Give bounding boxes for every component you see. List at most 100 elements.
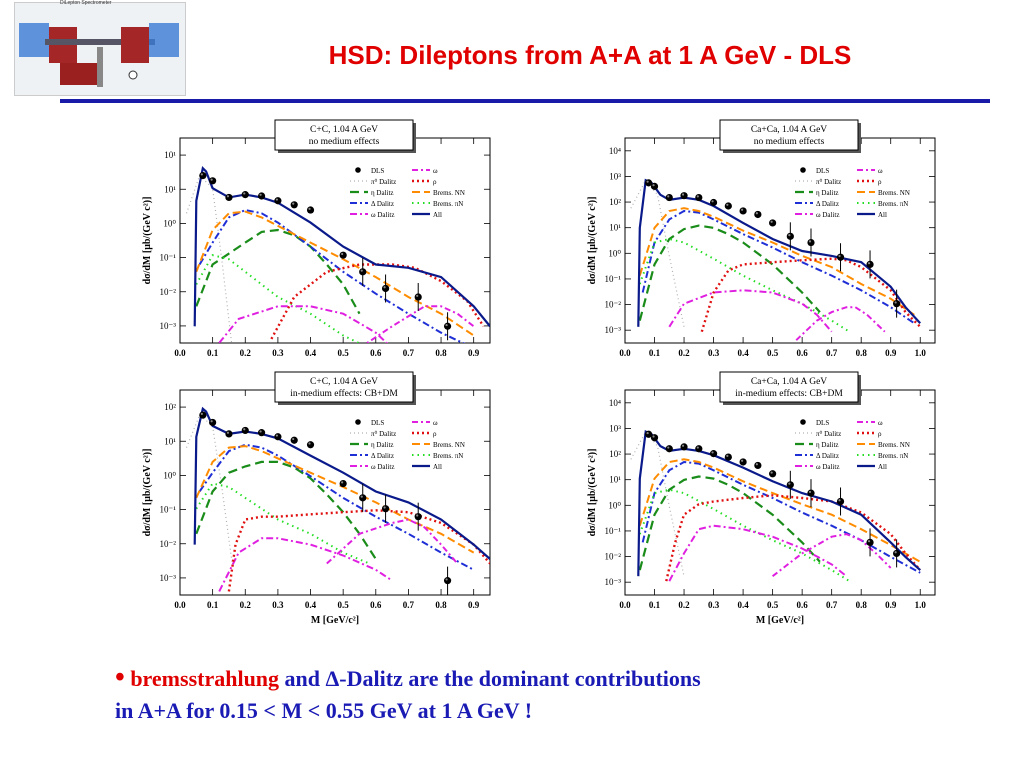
legend: DLS π⁰ Dalitz η Dalitz Δ Dalitz ω Dalitz ωρ Br… bbox=[350, 167, 465, 219]
dls-data-point bbox=[739, 207, 747, 215]
x-tick-label: 0.6 bbox=[370, 600, 382, 610]
x-tick-label: 0.5 bbox=[767, 600, 779, 610]
data-point-highlight bbox=[383, 506, 386, 509]
x-tick-label: 0.6 bbox=[797, 348, 809, 358]
dls-data-point bbox=[257, 429, 266, 437]
data-point-highlight bbox=[867, 262, 871, 265]
legend-label: ω Dalitz bbox=[371, 463, 394, 471]
data-point-highlight bbox=[259, 430, 262, 433]
data-point-highlight bbox=[292, 202, 295, 205]
logo-caption: DiLepton Spectrometer bbox=[60, 0, 112, 6]
y-tick-label: 10⁰ bbox=[608, 248, 621, 258]
dls-data-point bbox=[665, 193, 673, 202]
dls-data-point bbox=[381, 505, 390, 513]
y-tick-label: 10⁻³ bbox=[605, 325, 622, 335]
dls-data-point bbox=[306, 441, 315, 449]
y-tick-label: 10¹ bbox=[609, 223, 621, 233]
x-axis-label: M [GeV/c²] bbox=[756, 615, 804, 626]
legend: DLS π⁰ Dalitz η Dalitz Δ Dalitz ω Dalitz ωρ Br… bbox=[795, 167, 910, 219]
legend-label: ρ bbox=[433, 430, 437, 438]
y-tick-label: 10⁻¹ bbox=[160, 505, 177, 515]
legend-label: η Dalitz bbox=[816, 441, 839, 449]
legend-label: Brems. NN bbox=[433, 189, 465, 197]
dls-data-point bbox=[709, 198, 718, 207]
legend-label: DLS bbox=[816, 419, 829, 427]
data-point-highlight bbox=[226, 195, 230, 198]
y-axis-label: dσ/dM [μb/(GeV c²)] bbox=[587, 449, 598, 537]
data-point-highlight bbox=[292, 437, 295, 441]
series-line-bremsNN bbox=[638, 207, 915, 316]
title-box bbox=[274, 119, 414, 151]
legend-label: ρ bbox=[433, 178, 437, 186]
data-point-highlight bbox=[360, 269, 363, 272]
y-tick-label: 10⁰ bbox=[608, 500, 621, 510]
y-tick-label: 10² bbox=[164, 402, 176, 412]
data-point-highlight bbox=[894, 301, 897, 304]
data-point-highlight bbox=[445, 578, 448, 581]
data-point-highlight bbox=[226, 431, 230, 434]
x-tick-label: 0.3 bbox=[708, 348, 720, 358]
dls-data-point bbox=[695, 445, 703, 453]
data-point-highlight bbox=[726, 203, 729, 206]
legend-label: ω Dalitz bbox=[816, 463, 839, 471]
data-point-highlight bbox=[696, 195, 699, 198]
y-tick-label: 10¹ bbox=[609, 475, 621, 485]
dls-data-point bbox=[443, 322, 452, 330]
data-point-highlight bbox=[341, 252, 344, 256]
data-point-highlight bbox=[808, 490, 812, 494]
dls-data-point bbox=[225, 430, 233, 438]
x-tick-label: 0.7 bbox=[403, 348, 415, 358]
legend-label: DLS bbox=[371, 167, 384, 175]
y-tick-label: 10⁻¹ bbox=[160, 253, 177, 263]
series-line-eta bbox=[638, 475, 821, 571]
data-point-highlight bbox=[838, 254, 841, 258]
dls-data-point bbox=[836, 253, 845, 261]
x-tick-label: 0.6 bbox=[370, 348, 382, 358]
conclusion-text: • bremsstrahlung and Δ-Dalitz are the do… bbox=[115, 662, 935, 727]
dls-data-point bbox=[866, 538, 874, 546]
spectrometer-drawing bbox=[15, 3, 185, 95]
dls-data-point bbox=[786, 481, 794, 489]
data-point-highlight bbox=[646, 180, 649, 183]
dls-data-point bbox=[724, 453, 732, 461]
data-point-highlight bbox=[383, 286, 386, 289]
dls-data-point bbox=[695, 193, 703, 202]
legend: DLS π⁰ Dalitz η Dalitz Δ Dalitz ω Dalitz ωρ Br… bbox=[795, 419, 910, 471]
x-tick-label: 0.2 bbox=[240, 348, 252, 358]
dls-data-point bbox=[680, 443, 688, 451]
series-group bbox=[630, 429, 922, 582]
y-tick-label: 10³ bbox=[609, 423, 621, 433]
y-tick-label: 10⁴ bbox=[609, 146, 621, 156]
data-point-highlight bbox=[308, 442, 311, 445]
data-point-highlight bbox=[667, 195, 670, 198]
title-divider bbox=[60, 99, 990, 103]
y-tick-label: 10⁴ bbox=[609, 398, 621, 408]
data-point-highlight bbox=[652, 435, 655, 438]
dls-spectrometer-logo bbox=[14, 2, 186, 96]
dls-data-point bbox=[241, 191, 249, 199]
data-point-highlight bbox=[243, 192, 246, 195]
data-point-highlight bbox=[210, 178, 213, 181]
x-tick-label: 0.7 bbox=[826, 348, 838, 358]
conclusion-line1-rest: and Δ-Dalitz are the dominant contributi… bbox=[279, 666, 701, 691]
legend-label: Δ Dalitz bbox=[371, 200, 394, 208]
legend-label: ω bbox=[433, 167, 438, 175]
dls-data-point bbox=[866, 260, 874, 268]
dls-data-point bbox=[199, 411, 207, 419]
x-tick-label: 0.9 bbox=[468, 600, 480, 610]
x-tick-label: 0.1 bbox=[649, 600, 661, 610]
dls-data-point bbox=[807, 238, 815, 247]
x-tick-label: 0.8 bbox=[856, 600, 868, 610]
data-point-highlight bbox=[740, 459, 744, 462]
dls-data-point bbox=[257, 192, 266, 200]
chart-panel-cc-in-medium: 0.0 0.1 0.2 0.3 0.4 0.5 0.6 0.7 0.8 0.9 10² 10¹ 10⁰ 1… bbox=[142, 371, 491, 626]
series-line-eta bbox=[195, 460, 377, 560]
x-tick-label: 1.0 bbox=[915, 600, 927, 610]
dls-data-point bbox=[739, 458, 747, 466]
legend-label: Brems. NN bbox=[878, 189, 910, 197]
legend-symbol-dls bbox=[355, 419, 361, 425]
data-point-highlight bbox=[681, 193, 685, 196]
title-box bbox=[719, 371, 859, 403]
dls-data-point bbox=[290, 201, 298, 209]
series-line-rho bbox=[227, 509, 490, 592]
